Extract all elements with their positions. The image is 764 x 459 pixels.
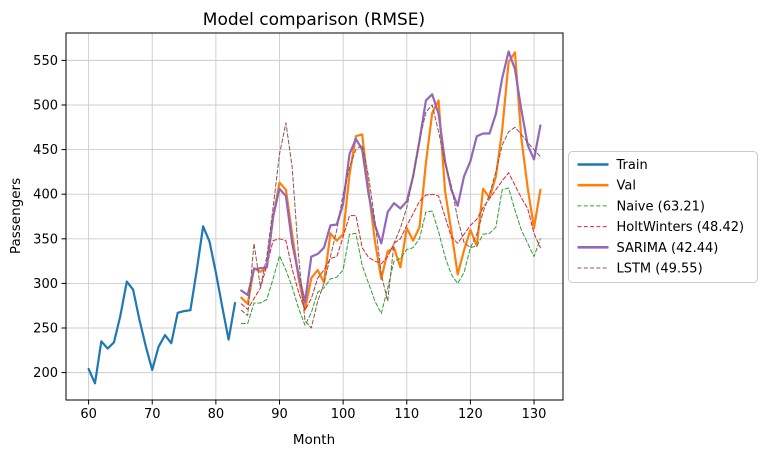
x-tick-label: 70 [144,407,161,422]
x-tick-label: 60 [80,407,97,422]
y-tick-label: 500 [33,98,58,113]
y-tick-label: 450 [33,143,58,158]
y-tick-label: 200 [33,366,58,381]
legend-label-val: Val [617,179,636,194]
series-line-lstm [240,104,541,329]
y-tick-label: 250 [33,322,58,337]
series-line-train [87,225,237,385]
series-line-sarima [240,50,542,304]
legend-label-naive: Naive (63.21) [617,199,706,214]
x-tick-label: 110 [394,407,419,422]
legend-label-sarima: SARIMA (42.44) [617,241,719,256]
legend-label-holtwinters: HoltWinters (48.42) [617,220,745,235]
legend-box [568,151,758,283]
series-line-val [240,51,542,311]
legend-label-lstm: LSTM (49.55) [617,262,703,277]
x-tick-label: 100 [331,407,356,422]
x-axis-label: Month [293,432,335,448]
x-tick-label: 120 [458,407,483,422]
legend-label-train: Train [616,158,648,173]
y-tick-label: 300 [33,277,58,292]
legend: Train Val Naive (63.21) HoltWinters (48.42)… [568,151,758,283]
y-axis-label: Passengers [8,178,24,254]
chart-title: Model comparison (RMSE) [203,10,425,30]
x-tick-label: 90 [271,407,288,422]
y-tick-label: 350 [33,232,58,247]
y-tick-label: 400 [33,188,58,203]
series-line-holtwinters [240,172,541,311]
data-series [87,50,542,385]
axis-ticks: 60 70 80 90 100 110 120 130 200 250 300 350 400 450 50… [33,54,546,422]
plot-area-border [65,32,564,401]
x-tick-label: 80 [208,407,225,422]
y-tick-label: 550 [33,54,58,69]
gridlines [66,33,563,400]
x-tick-label: 130 [522,407,547,422]
